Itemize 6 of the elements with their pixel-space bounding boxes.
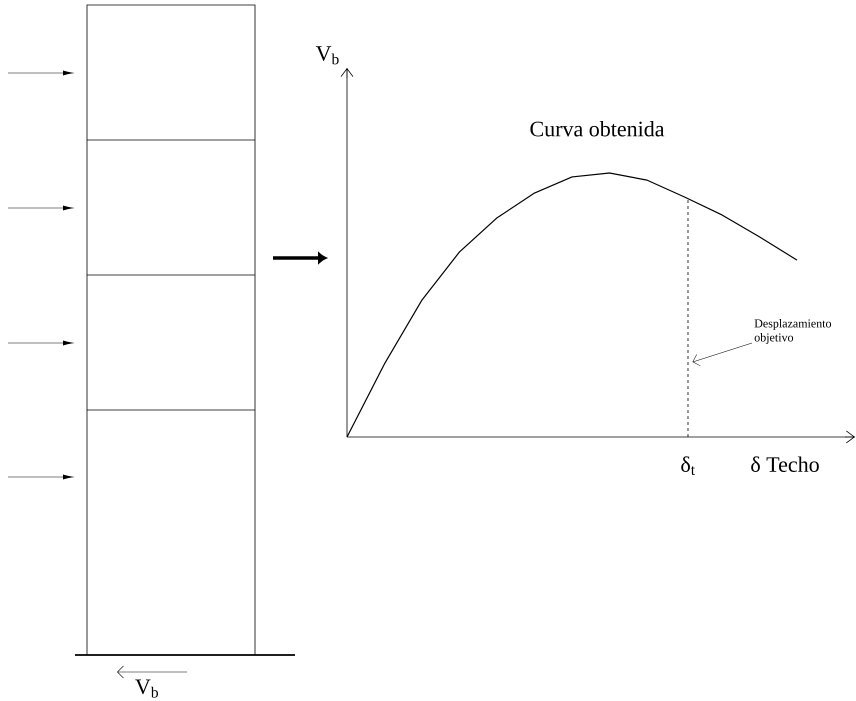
text: V$_{b}$ xyxy=(135,680,158,698)
y-axis-title: V$_{b}$ xyxy=(316,46,339,64)
text: δ$_{t}$ xyxy=(681,456,695,476)
x-axis-title: δ Techo xyxy=(751,456,819,472)
chart-title: Curva obtenida xyxy=(530,120,664,136)
annotation: Desplazamiento objetivo xyxy=(754,319,832,344)
